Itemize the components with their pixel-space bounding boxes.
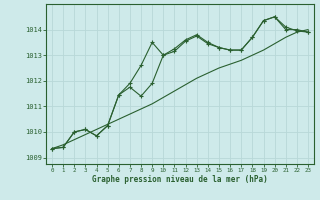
X-axis label: Graphe pression niveau de la mer (hPa): Graphe pression niveau de la mer (hPa) [92,175,268,184]
